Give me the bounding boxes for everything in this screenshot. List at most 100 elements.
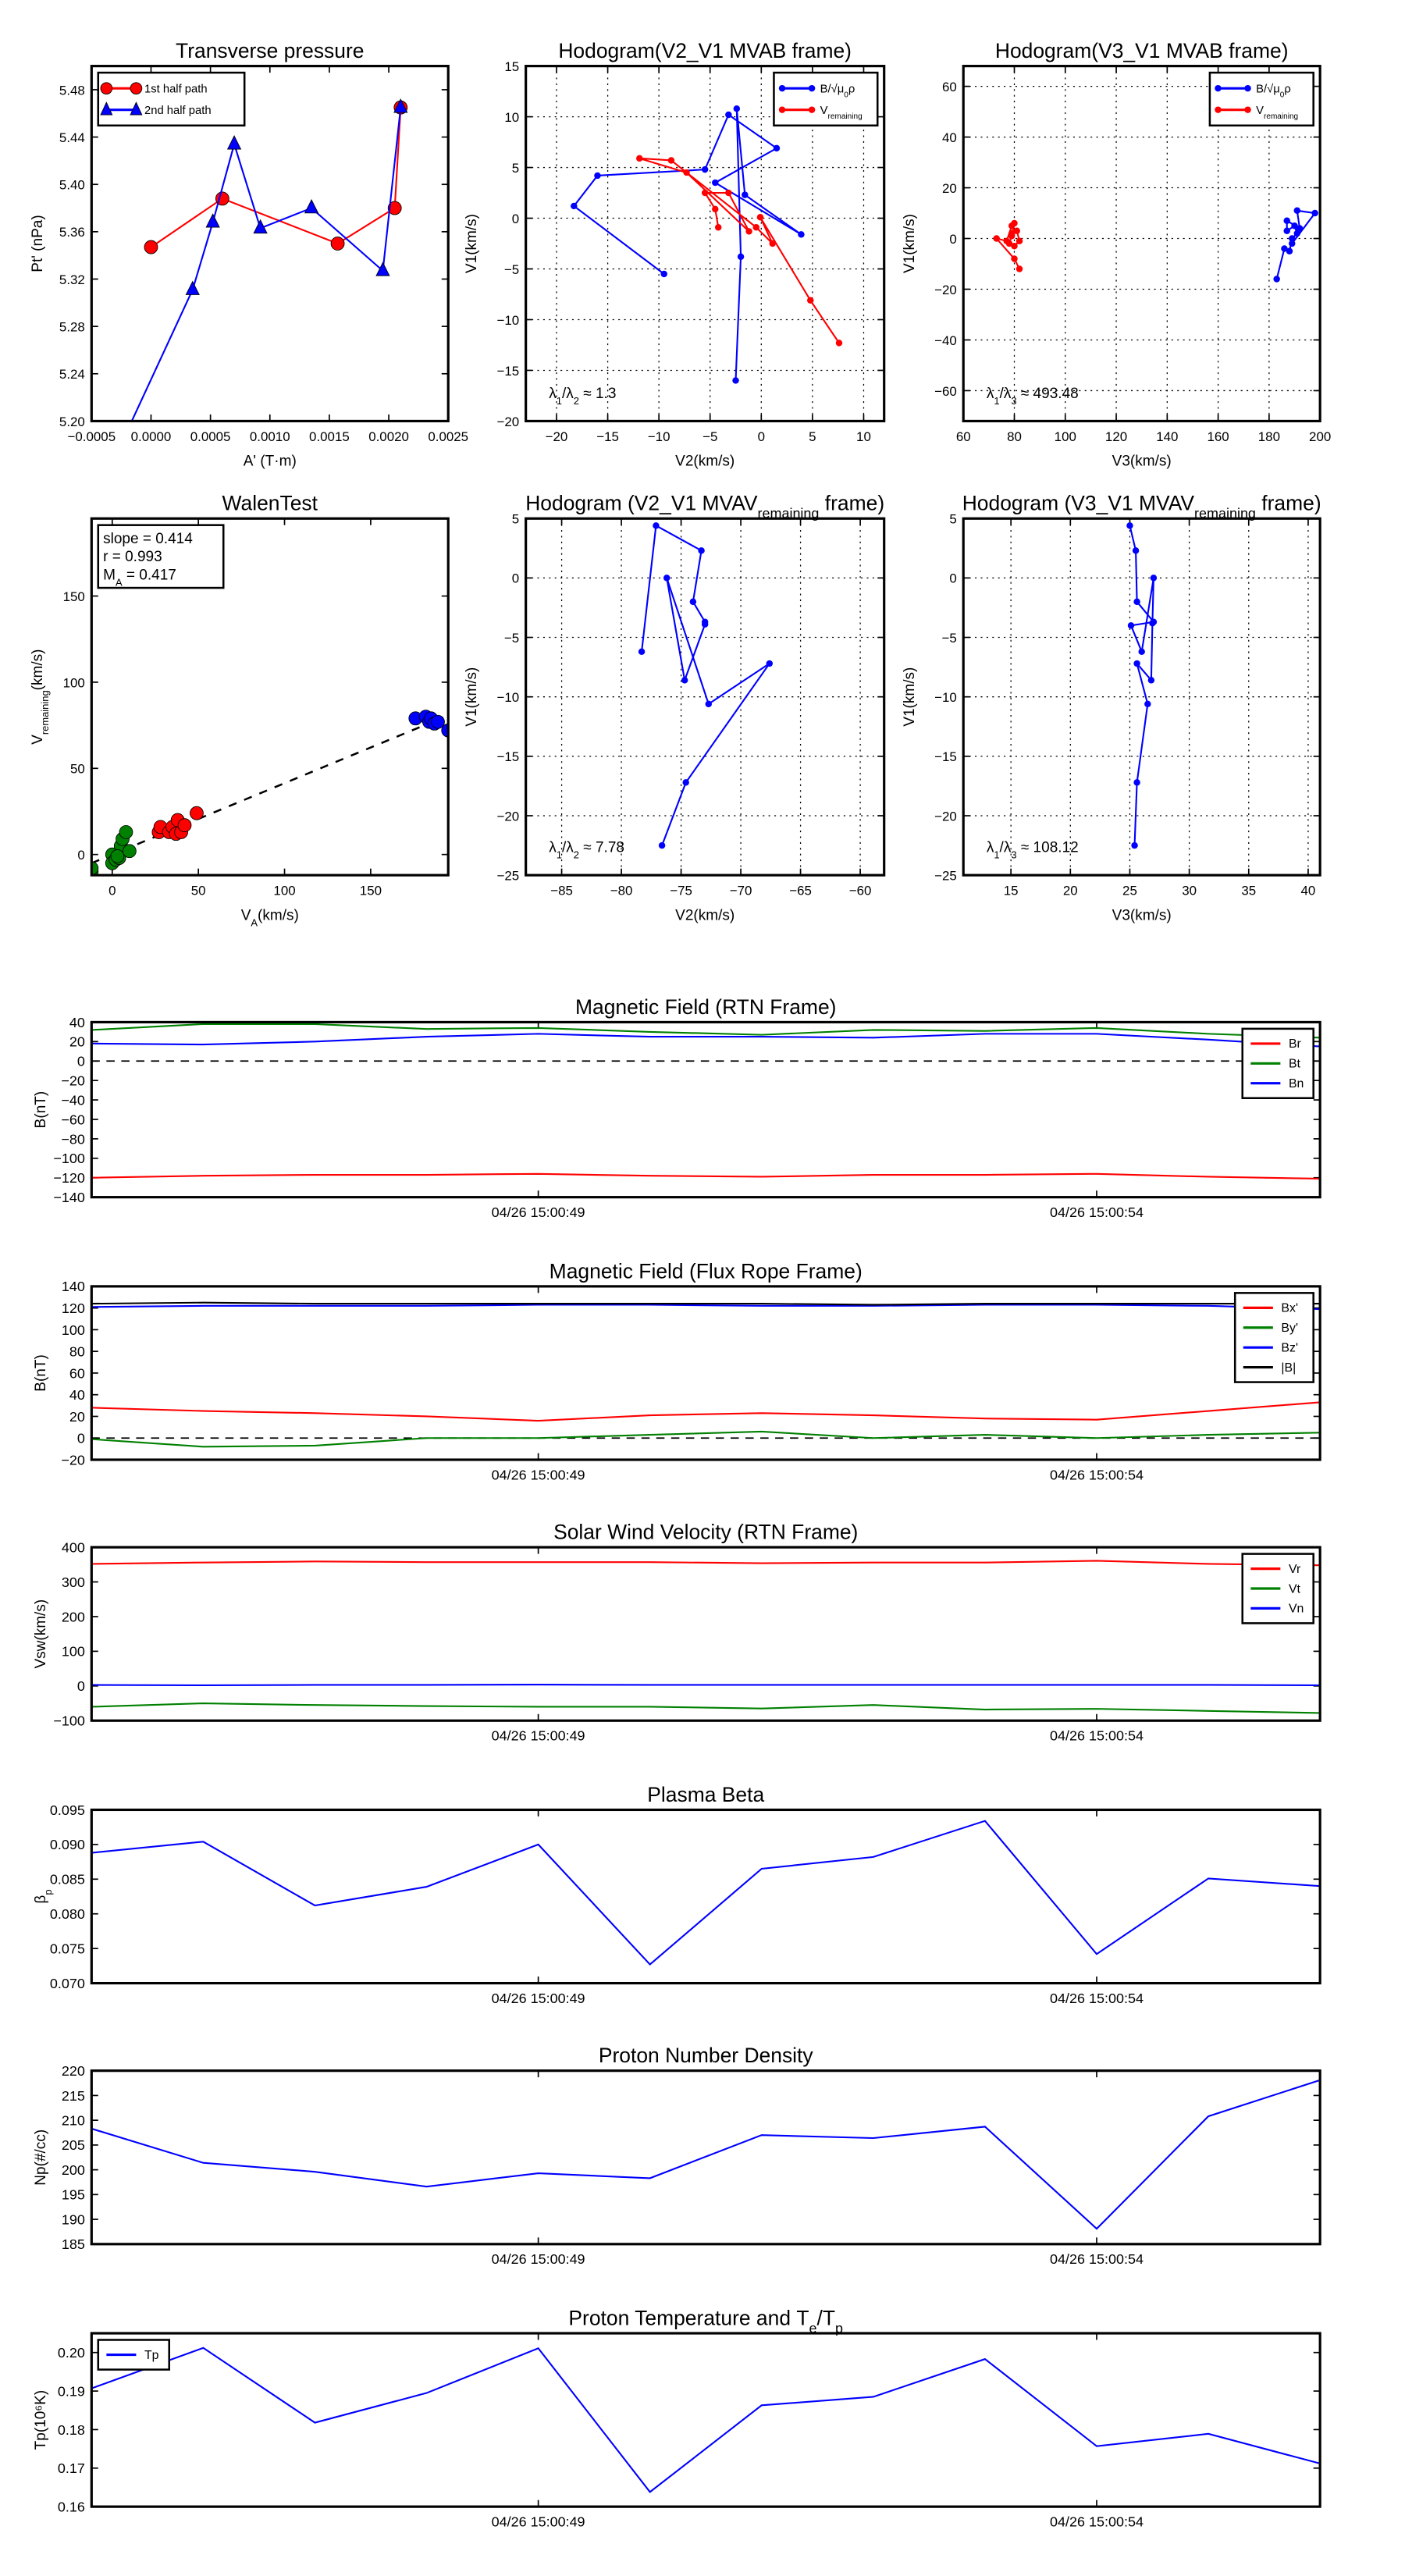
- subscript-text: p: [835, 2320, 843, 2336]
- legend-label: 1st half path: [144, 83, 208, 95]
- data-point: [732, 377, 739, 384]
- data-point: [1281, 245, 1288, 252]
- y-axis-label: Np(#/cc): [33, 2129, 49, 2186]
- legend-item: Vr: [1250, 1563, 1301, 1576]
- x-tick-label: 0.0025: [428, 429, 468, 444]
- y-tick-label: 60: [69, 1365, 85, 1381]
- text-segment: 1st half path: [144, 83, 208, 95]
- text-segment: B/√μ: [820, 83, 845, 95]
- text-segment: /λ: [1000, 386, 1012, 402]
- x-tick-label: 04/26 15:00:54: [1050, 1728, 1144, 1744]
- plot-area: [91, 2347, 1321, 2493]
- text-segment: V3(km/s): [1112, 454, 1172, 470]
- x-tick-label: −15: [596, 429, 619, 444]
- y-tick-label: −20: [61, 1073, 84, 1089]
- y-axis-label: Tp(10⁶K): [33, 2390, 49, 2450]
- text-segment: slope = 0.414: [103, 531, 193, 547]
- data-point: [636, 155, 643, 162]
- x-tick-label: −85: [550, 884, 573, 898]
- subscript-text: 3: [1011, 394, 1016, 406]
- text-segment: A' (T·m): [244, 454, 297, 470]
- text-segment: V2(km/s): [675, 454, 735, 470]
- series-line: [91, 1401, 1321, 1422]
- data-point: [1286, 247, 1293, 254]
- text-segment: Bx': [1281, 1302, 1298, 1315]
- data-point: [304, 199, 319, 214]
- y-tick-label: 0: [77, 1678, 85, 1694]
- text-segment: ρ: [848, 83, 855, 95]
- chart-title: Plasma Beta: [647, 1783, 764, 1806]
- legend-item: Vn: [1250, 1603, 1304, 1616]
- x-tick-label: 0.0015: [309, 429, 350, 444]
- y-axis-label: V1(km/s): [464, 667, 480, 727]
- data-point: [745, 228, 752, 235]
- legend-label: Tp: [144, 2349, 159, 2362]
- series-line: [91, 1304, 1321, 1311]
- subscript-text: 0: [1280, 91, 1285, 99]
- chart-hodogram-v2-v1-mvav: Hodogram (V2_V1 MVAVremaining frame) −85 −…: [464, 492, 886, 923]
- text-segment: V: [820, 105, 828, 117]
- x-tick-label: 120: [1105, 429, 1127, 444]
- y-tick-label: −60: [934, 384, 957, 399]
- text-segment: Bn: [1289, 1077, 1304, 1091]
- data-point: [177, 818, 192, 833]
- text-segment: V3(km/s): [1112, 907, 1172, 923]
- series-line: [91, 1033, 1321, 1048]
- series-line: [91, 2347, 1321, 2493]
- x-tick-label: −80: [610, 884, 633, 898]
- text-segment: 2nd half path: [144, 105, 212, 117]
- x-tick-label: 15: [1004, 884, 1019, 898]
- annotation-line: MA = 0.417: [103, 568, 176, 589]
- axes-frame: [90, 2332, 1321, 2508]
- data-point: [1131, 841, 1138, 849]
- y-tick-label: 40: [69, 1387, 85, 1403]
- text-segment: Bz': [1281, 1341, 1298, 1354]
- subscript-text: 0: [844, 91, 848, 99]
- y-tick-label: 5: [512, 161, 519, 176]
- text-segment: T: [796, 2306, 809, 2329]
- series-line: [91, 1560, 1321, 1567]
- data-point: [330, 237, 345, 251]
- legend-label: By': [1281, 1322, 1298, 1335]
- y-tick-label: −5: [504, 631, 519, 646]
- series-1: [636, 155, 843, 347]
- x-tick-label: 80: [1007, 429, 1022, 444]
- x-tick-label: 04/26 15:00:54: [1050, 1991, 1144, 2006]
- x-tick-label: 10: [856, 429, 871, 444]
- axes-frame: [90, 517, 450, 877]
- annotation-line: λ1/λ2 ≈ 1.3: [549, 386, 616, 407]
- series-line: [91, 2079, 1321, 2230]
- legend-marker: [1215, 106, 1222, 113]
- series-line: [130, 107, 402, 422]
- legend-item: Tp: [106, 2349, 159, 2362]
- legend: B/√μ0ρ Vremaining: [1208, 71, 1314, 127]
- x-tick-label: 0: [758, 429, 765, 444]
- data-point: [766, 660, 774, 667]
- annotation-line: slope = 0.414: [103, 531, 193, 547]
- annotation-box: [97, 524, 225, 589]
- legend-item: Vt: [1250, 1582, 1301, 1596]
- chart-hodogram-v3-v1-mvav: Hodogram (V3_V1 MVAVremaining frame)15 20…: [902, 492, 1321, 923]
- x-tick-label: 25: [1122, 884, 1137, 898]
- y-tick-label: −120: [53, 1170, 84, 1186]
- x-tick-label: 04/26 15:00:49: [492, 1204, 585, 1220]
- data-point: [431, 714, 445, 729]
- data-point: [1289, 240, 1296, 247]
- x-axis-label: V3(km/s): [1112, 454, 1172, 470]
- series-0: [1273, 207, 1318, 283]
- axes-frame: [962, 65, 1321, 423]
- y-tick-label: 0.17: [58, 2460, 85, 2476]
- text-segment: V1(km/s): [464, 667, 480, 727]
- plot-area: [130, 98, 408, 422]
- text-segment: β: [33, 1895, 49, 1904]
- legend-marker: [778, 84, 786, 92]
- legend-item: Vremaining: [1215, 105, 1298, 120]
- text-segment: ≈ 493.48: [1017, 386, 1079, 402]
- y-axis-label: B(nT): [33, 1091, 49, 1129]
- x-tick-label: 60: [956, 429, 971, 444]
- y-tick-label: 5.32: [59, 272, 85, 287]
- series-2: [91, 1033, 1321, 1048]
- subscript-text: remaining: [828, 112, 863, 120]
- y-tick-label: 5.44: [59, 130, 85, 145]
